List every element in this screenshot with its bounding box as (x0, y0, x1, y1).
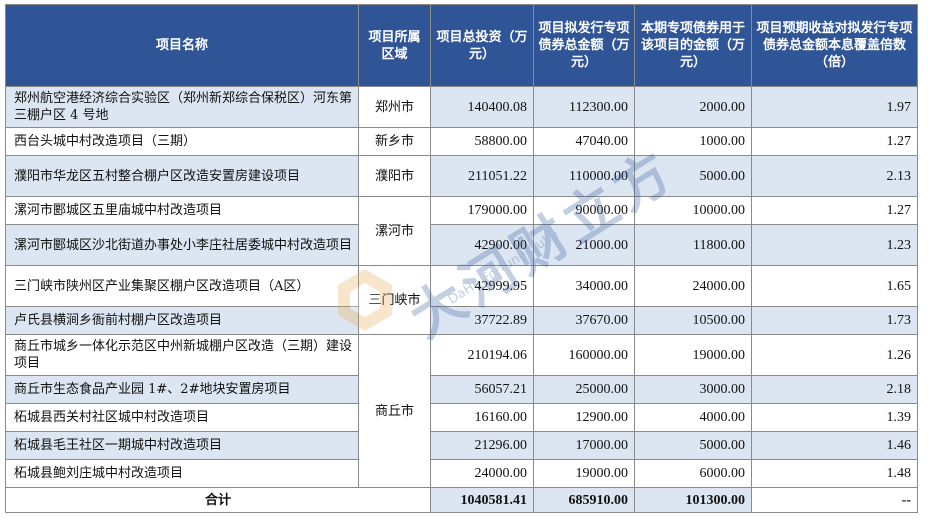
project-name-cell: 柘城县西关村社区城中村改造项目 (5, 403, 359, 432)
region-cell: 三门峡市 (358, 265, 431, 335)
header-planned-bonds: 项目拟发行专项债券总金额（万元） (533, 4, 635, 87)
region-cell: 郑州市 (358, 86, 431, 128)
coverage-cell: 1.39 (751, 403, 918, 432)
table-row: 漯河市郾城区沙北街道办事处小李庄社居委城中村改造项目 42900.00 2100… (5, 224, 918, 266)
coverage-cell: 1.48 (751, 459, 918, 488)
table-row: 濮阳市华龙区五村整合棚户区改造安置房建设项目 濮阳市 211051.22 110… (5, 155, 918, 197)
planned-bonds-cell: 112300.00 (533, 86, 635, 128)
planned-bonds-cell: 90000.00 (533, 196, 635, 225)
totals-label: 合计 (5, 487, 431, 513)
total-investment-cell: 56057.21 (430, 375, 534, 404)
planned-bonds-cell: 12900.00 (533, 403, 635, 432)
current-bonds-cell: 11800.00 (634, 224, 752, 266)
coverage-cell: 1.27 (751, 196, 918, 225)
header-total-investment: 项目总投资（万元） (430, 4, 534, 87)
coverage-cell: 1.73 (751, 306, 918, 335)
project-name-cell: 郑州航空港经济综合实验区（郑州新郑综合保税区）河东第三棚户区 4 号地 (5, 86, 359, 128)
total-investment-cell: 58800.00 (430, 127, 534, 156)
coverage-cell: 1.97 (751, 86, 918, 128)
total-investment-cell: 140400.08 (430, 86, 534, 128)
current-bonds-cell: 10500.00 (634, 306, 752, 335)
project-name-cell: 卢氏县横涧乡衙前村棚户区改造项目 (5, 306, 359, 335)
total-investment-cell: 179000.00 (430, 196, 534, 225)
current-bonds-cell: 4000.00 (634, 403, 752, 432)
table-row: 三门峡市陕州区产业集聚区棚户区改造项目（A区） 三门峡市 42999.95 34… (5, 265, 918, 335)
header-coverage-multiple: 项目预期收益对拟发行专项债券总金额本息覆盖倍数（倍） (751, 4, 918, 87)
coverage-cell: 1.27 (751, 127, 918, 156)
planned-bonds-cell: 19000.00 (533, 459, 635, 488)
totals-row: 合计 1040581.41 685910.00 101300.00 -- (5, 487, 918, 513)
total-investment-cell: 42999.95 (430, 265, 534, 307)
table-row: 柘城县毛王社区一期城中村改造项目 21296.00 17000.00 5000.… (5, 431, 918, 460)
planned-bonds-cell: 160000.00 (533, 334, 635, 376)
project-name-cell: 柘城县鲍刘庄城中村改造项目 (5, 459, 359, 488)
project-name-cell: 濮阳市华龙区五村整合棚户区改造安置房建设项目 (5, 155, 359, 197)
current-bonds-cell: 1000.00 (634, 127, 752, 156)
planned-bonds-cell: 110000.00 (533, 155, 635, 197)
table-row: 漯河市郾城区五里庙城中村改造项目 漯河市 179000.00 90000.00 … (5, 196, 918, 266)
table-row: 商丘市生态食品产业园 1#、2#地块安置房项目 56057.21 25000.0… (5, 375, 918, 404)
project-name-cell: 漯河市郾城区沙北街道办事处小李庄社居委城中村改造项目 (5, 224, 359, 266)
table-row: 柘城县鲍刘庄城中村改造项目 24000.00 19000.00 6000.00 … (5, 459, 918, 488)
table-row: 商丘市城乡一体化示范区中州新城棚户区改造（三期）建设项目 商丘市 210194.… (5, 334, 918, 488)
current-bonds-cell: 10000.00 (634, 196, 752, 225)
current-bonds-cell: 5000.00 (634, 431, 752, 460)
coverage-cell: 2.13 (751, 155, 918, 197)
table-row: 郑州航空港经济综合实验区（郑州新郑综合保税区）河东第三棚户区 4 号地 郑州市 … (5, 86, 918, 128)
current-bonds-cell: 19000.00 (634, 334, 752, 376)
totals-coverage-cell: -- (751, 487, 918, 513)
planned-bonds-cell: 25000.00 (533, 375, 635, 404)
project-name-cell: 三门峡市陕州区产业集聚区棚户区改造项目（A区） (5, 265, 359, 307)
planned-bonds-cell: 47040.00 (533, 127, 635, 156)
coverage-cell: 1.26 (751, 334, 918, 376)
region-cell: 濮阳市 (358, 155, 431, 197)
region-cell: 商丘市 (358, 334, 431, 488)
totals-investment-cell: 1040581.41 (430, 487, 534, 513)
header-region: 项目所属区域 (358, 4, 431, 87)
coverage-cell: 2.18 (751, 375, 918, 404)
project-name-cell: 西台头城中村改造项目（三期） (5, 127, 359, 156)
total-investment-cell: 42900.00 (430, 224, 534, 266)
total-investment-cell: 24000.00 (430, 459, 534, 488)
project-name-cell: 漯河市郾城区五里庙城中村改造项目 (5, 196, 359, 225)
total-investment-cell: 16160.00 (430, 403, 534, 432)
planned-bonds-cell: 21000.00 (533, 224, 635, 266)
coverage-cell: 1.46 (751, 431, 918, 460)
coverage-cell: 1.23 (751, 224, 918, 266)
planned-bonds-cell: 37670.00 (533, 306, 635, 335)
table-row: 卢氏县横涧乡衙前村棚户区改造项目 37722.89 37670.00 10500… (5, 306, 918, 335)
region-cell: 漯河市 (358, 196, 431, 266)
header-current-bonds: 本期专项债券用于该项目的金额（万元） (634, 4, 752, 87)
current-bonds-cell: 5000.00 (634, 155, 752, 197)
coverage-cell: 1.65 (751, 265, 918, 307)
region-cell: 新乡市 (358, 127, 431, 156)
totals-planned-cell: 685910.00 (533, 487, 635, 513)
current-bonds-cell: 2000.00 (634, 86, 752, 128)
project-name-cell: 商丘市生态食品产业园 1#、2#地块安置房项目 (5, 375, 359, 404)
total-investment-cell: 37722.89 (430, 306, 534, 335)
current-bonds-cell: 6000.00 (634, 459, 752, 488)
current-bonds-cell: 3000.00 (634, 375, 752, 404)
planned-bonds-cell: 34000.00 (533, 265, 635, 307)
total-investment-cell: 21296.00 (430, 431, 534, 460)
table-row: 柘城县西关村社区城中村改造项目 16160.00 12900.00 4000.0… (5, 403, 918, 432)
header-project-name: 项目名称 (5, 4, 359, 87)
project-name-cell: 柘城县毛王社区一期城中村改造项目 (5, 431, 359, 460)
total-investment-cell: 211051.22 (430, 155, 534, 197)
totals-current-cell: 101300.00 (634, 487, 752, 513)
planned-bonds-cell: 17000.00 (533, 431, 635, 460)
bond-projects-table: 项目名称 项目所属区域 项目总投资（万元） 项目拟发行专项债券总金额（万元） 本… (5, 4, 918, 513)
project-name-cell: 商丘市城乡一体化示范区中州新城棚户区改造（三期）建设项目 (5, 334, 359, 376)
total-investment-cell: 210194.06 (430, 334, 534, 376)
header-row: 项目名称 项目所属区域 项目总投资（万元） 项目拟发行专项债券总金额（万元） 本… (5, 4, 918, 87)
current-bonds-cell: 24000.00 (634, 265, 752, 307)
table-row: 西台头城中村改造项目（三期） 新乡市 58800.00 47040.00 100… (5, 127, 918, 156)
